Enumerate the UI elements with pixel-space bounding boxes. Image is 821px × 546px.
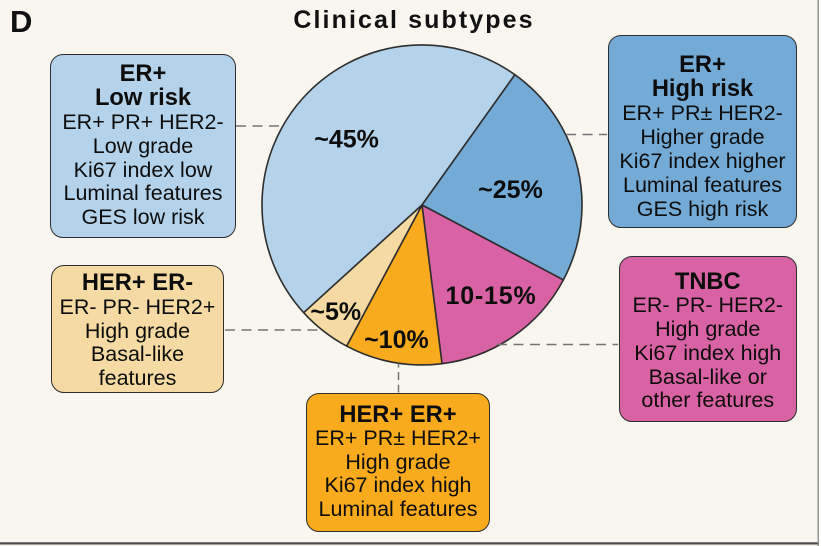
svg-text:~10%: ~10% [364,326,429,354]
svg-text:~25%: ~25% [478,176,543,204]
svg-text:~5%: ~5% [310,298,361,326]
svg-text:~45%: ~45% [314,125,379,153]
svg-text:10-15%: 10-15% [446,282,537,310]
